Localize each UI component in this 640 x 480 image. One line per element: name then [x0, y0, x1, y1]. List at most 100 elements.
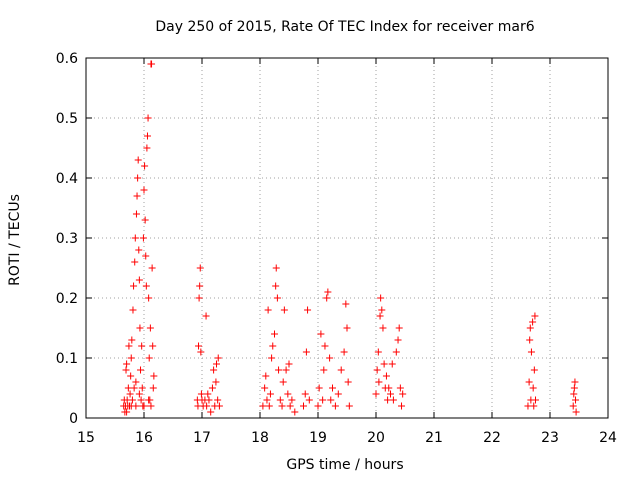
data-point [340, 348, 348, 356]
x-tick-label: 17 [193, 430, 211, 446]
data-point [196, 282, 204, 290]
data-point [269, 342, 277, 350]
data-point [215, 402, 223, 410]
y-tick-label: 0.3 [56, 231, 78, 247]
data-point [123, 360, 131, 368]
data-point [144, 114, 152, 122]
data-point [301, 390, 309, 398]
data-point [261, 384, 269, 392]
data-point [342, 300, 350, 308]
data-point [530, 402, 538, 410]
data-point [526, 324, 534, 332]
data-point [323, 294, 331, 302]
data-point [334, 390, 342, 398]
data-point [344, 378, 352, 386]
data-point [207, 408, 215, 416]
data-point [375, 378, 383, 386]
y-axis-title: ROTI / TECUs [7, 194, 23, 286]
data-point [148, 264, 156, 272]
data-point [133, 192, 141, 200]
data-point [319, 396, 327, 404]
data-point [130, 384, 138, 392]
data-point [125, 342, 133, 350]
y-tick-label: 0.1 [56, 351, 78, 367]
data-point [196, 264, 204, 272]
data-point [377, 294, 385, 302]
data-point [379, 324, 387, 332]
data-point [376, 312, 384, 320]
data-point [394, 336, 402, 344]
data-point [265, 402, 273, 410]
data-point [525, 378, 533, 386]
data-point [302, 348, 310, 356]
data-point [327, 396, 335, 404]
data-point [387, 390, 394, 398]
data-point [130, 282, 138, 290]
data-point [143, 132, 151, 140]
data-point [373, 366, 381, 374]
data-point [291, 408, 299, 416]
data-point [208, 384, 216, 392]
y-tick-label: 0.4 [56, 171, 78, 187]
data-point [392, 348, 400, 356]
data-point [123, 408, 131, 416]
data-point [148, 60, 156, 68]
data-point [205, 396, 213, 404]
data-point [127, 372, 135, 380]
data-point [382, 372, 390, 380]
data-point [388, 360, 396, 368]
data-point [531, 312, 539, 320]
data-point [210, 366, 218, 374]
data-point [285, 360, 293, 368]
y-tick-label: 0 [69, 411, 78, 427]
data-point [122, 366, 130, 374]
x-tick-label: 15 [77, 430, 95, 446]
data-point [131, 234, 139, 242]
data-point [197, 348, 205, 356]
data-point [345, 402, 353, 410]
data-point [374, 348, 382, 356]
data-point [197, 390, 205, 398]
data-point [286, 402, 294, 410]
data-point [204, 390, 212, 398]
data-point [138, 342, 146, 350]
data-point [271, 330, 278, 338]
data-point [529, 384, 537, 392]
data-point [315, 384, 323, 392]
data-point [128, 336, 136, 344]
data-point [380, 360, 388, 368]
data-point [572, 408, 580, 416]
data-point [141, 216, 149, 224]
data-point [280, 306, 288, 314]
y-tick-label: 0.2 [56, 291, 78, 307]
data-point [195, 294, 203, 302]
data-point [142, 282, 150, 290]
x-tick-label: 22 [483, 430, 501, 446]
data-point [264, 306, 272, 314]
data-point [259, 402, 267, 410]
data-point [278, 402, 286, 410]
data-point [128, 396, 136, 404]
data-point [127, 354, 135, 362]
data-point [276, 396, 284, 404]
data-point [571, 378, 579, 386]
data-point [398, 402, 406, 410]
data-point [326, 354, 334, 362]
data-point [329, 384, 336, 392]
data-point [320, 366, 328, 374]
data-point [275, 366, 283, 374]
x-tick-label: 23 [541, 430, 559, 446]
data-point [268, 354, 276, 362]
data-point [279, 378, 287, 386]
x-tick-label: 16 [135, 430, 153, 446]
grid [86, 58, 608, 418]
data-point [129, 306, 137, 314]
data-point [300, 402, 307, 410]
x-tick-label: 24 [599, 430, 617, 446]
data-point [147, 402, 155, 410]
data-point [214, 354, 222, 362]
data-point [527, 348, 535, 356]
data-point [284, 390, 292, 398]
data-point [213, 360, 220, 368]
